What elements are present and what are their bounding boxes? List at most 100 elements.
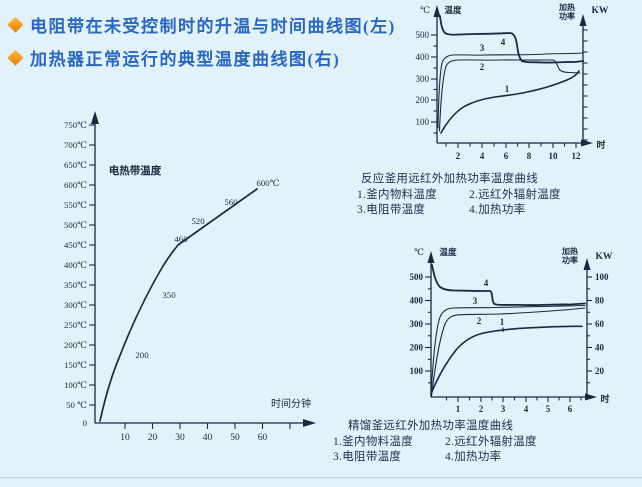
tick-label: 4	[480, 151, 485, 161]
curve-label-2: 2	[477, 316, 482, 326]
curve-label-2: 2	[480, 62, 485, 72]
tick-label: 40	[595, 343, 605, 353]
x-axis-tick-labels: 10 20 30 40 50 60	[120, 433, 267, 443]
tick-label: 80	[595, 296, 605, 306]
tick-label: 10	[549, 151, 559, 161]
tick-label: 200℃	[64, 340, 87, 350]
power-axis-label-line1: 加热	[561, 246, 578, 256]
tick-label: 20	[595, 366, 605, 376]
temp-axis-label: 温度	[439, 247, 457, 257]
temp-axis-unit: ℃	[420, 5, 430, 15]
tick-label: 100	[595, 272, 609, 282]
tick-label: 50	[230, 433, 240, 443]
y-axis-ticks	[89, 124, 95, 406]
tick-label: 200	[416, 95, 430, 105]
heading-line-1: 电阻带在未受控制时的升温与时间曲线图(左)	[7, 12, 396, 36]
heating-band-curve	[99, 188, 258, 422]
tick-label: 650℃	[64, 160, 87, 170]
origin-label: 0	[83, 418, 88, 428]
chart-title: 电热带温度	[109, 164, 162, 177]
temp-axis-ticks	[425, 276, 431, 384]
curve-label-3: 3	[480, 43, 485, 53]
curve-material-temp	[440, 70, 580, 134]
diamond-bullet-icon	[7, 16, 24, 32]
power-axis-ticks	[583, 29, 588, 141]
temp-axis-tick-labels: 500 400 300 200 100	[410, 272, 424, 376]
temp-axis-unit: ℃	[414, 247, 424, 257]
x-axis-tick-labels: 2 4 6 8 10 12	[456, 151, 581, 161]
legend-item: 3.电阻带温度	[357, 204, 426, 216]
tick-label: 750℃	[64, 120, 87, 130]
slide-header: 电阻带在未受控制时的升温与时间曲线图(左) 加热器正常运行的典型温度曲线图(右)	[7, 12, 396, 78]
tick-label: 700℃	[64, 140, 87, 150]
x-axis-arrow-icon	[303, 419, 316, 427]
point-label: 460	[174, 234, 188, 244]
curve-number-labels: 1 2 3 4	[480, 37, 510, 94]
legend-item: 1.釜内物料温度	[357, 188, 438, 201]
temp-axis-ticks	[431, 34, 437, 134]
point-label: 520	[191, 216, 205, 226]
curve-label-4: 4	[484, 278, 489, 288]
temp-axis-tick-labels: 500 400 300 200 100	[416, 30, 430, 127]
legend-item: 2.远红外辐射温度	[445, 435, 537, 448]
caption-legend: 1.釜内物料温度 2.远红外辐射温度 3.电阻带温度 4.加热功率	[357, 188, 597, 219]
point-label: 200	[135, 350, 149, 360]
tick-label: 500℃	[64, 220, 87, 230]
point-label: 560	[224, 197, 238, 207]
point-label: 350	[162, 290, 176, 300]
legend-item: 1.釜内物料温度	[333, 435, 414, 448]
caption-legend: 1.釜内物料温度 2.远红外辐射温度 3.电阻带温度 4.加热功率	[333, 435, 583, 466]
tick-label: 50 ℃	[66, 400, 87, 410]
caption-title: 精馏釜远红外加热功率温度曲线	[348, 420, 514, 432]
curve-number-labels: 1 2 3 4	[473, 278, 505, 327]
legend-item: 2.远红外辐射温度	[469, 188, 561, 201]
power-axis-arrow-icon	[583, 258, 591, 270]
reactor-chart-caption: 反应釜用远红外加热功率温度曲线 1.釜内物料温度 2.远红外辐射温度 3.电阻带…	[357, 172, 597, 219]
tick-label: 350℃	[64, 280, 87, 290]
still-temperature-chart: ℃ 温度 加热 功率 KW 时 500 400 300 200 100 100 …	[410, 246, 613, 414]
heading-text-right-charts: 加热器正常运行的典型温度曲线图(右)	[30, 49, 341, 69]
x-axis-unit: 时	[596, 139, 605, 150]
tick-label: 400	[410, 296, 424, 306]
tick-label: 60	[258, 433, 268, 443]
tick-label: 200	[410, 343, 424, 353]
tick-label: 150℃	[64, 360, 87, 370]
legend-item: 4.加热功率	[445, 451, 502, 463]
x-axis-tick-labels: 1 2 3 4 5 6	[456, 404, 573, 414]
curve-label-1: 1	[505, 84, 510, 94]
curve-infrared-radiation-temp	[430, 307, 586, 397]
slide-bottom-rule	[0, 477, 642, 478]
x-axis-ticks	[445, 397, 582, 402]
curve-label-4: 4	[501, 37, 506, 47]
curve-resistance-band-temp	[437, 52, 584, 129]
curve-resistance-band-temp	[430, 304, 586, 396]
power-axis-label-line2: 功率	[562, 255, 578, 265]
x-axis-ticks	[445, 143, 577, 148]
power-axis-arrow-icon	[579, 14, 587, 26]
tick-label: 100	[410, 366, 424, 376]
power-axis-ticks	[587, 276, 592, 384]
curve-heating-power	[439, 15, 584, 64]
power-axis-label-line1: 加热	[558, 2, 575, 12]
point-label: 600℃	[256, 178, 279, 188]
caption-title: 反应釜用远红外加热功率温度曲线	[361, 173, 538, 185]
curve-label-1: 1	[500, 317, 505, 327]
tick-label: 300℃	[64, 300, 87, 310]
tick-label: 60	[595, 319, 605, 329]
y-axis-arrow-icon	[427, 251, 435, 263]
y-axis-arrow-icon	[433, 5, 441, 17]
curve-label-3: 3	[473, 296, 478, 306]
y-axis-arrow-icon	[91, 111, 99, 124]
curve-point-labels: 200 350 460 520 560 600℃	[135, 178, 279, 360]
tick-label: 5	[546, 404, 551, 414]
tick-label: 100	[416, 117, 430, 127]
tick-label: 6	[568, 404, 573, 414]
tick-label: 6	[504, 151, 509, 161]
tick-label: 20	[148, 433, 158, 443]
curve-material-temp	[430, 325, 583, 395]
y-axis-tick-labels: 750℃ 700℃ 650℃ 600℃ 550℃ 500℃ 450℃ 400℃ …	[64, 120, 88, 428]
tick-label: 40	[203, 433, 213, 443]
x-axis-unit: 时	[600, 393, 609, 404]
x-axis-ticks	[124, 423, 291, 429]
curve-infrared-radiation-temp	[438, 59, 581, 132]
